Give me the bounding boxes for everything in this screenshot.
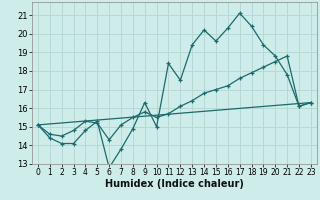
X-axis label: Humidex (Indice chaleur): Humidex (Indice chaleur) xyxy=(105,179,244,189)
